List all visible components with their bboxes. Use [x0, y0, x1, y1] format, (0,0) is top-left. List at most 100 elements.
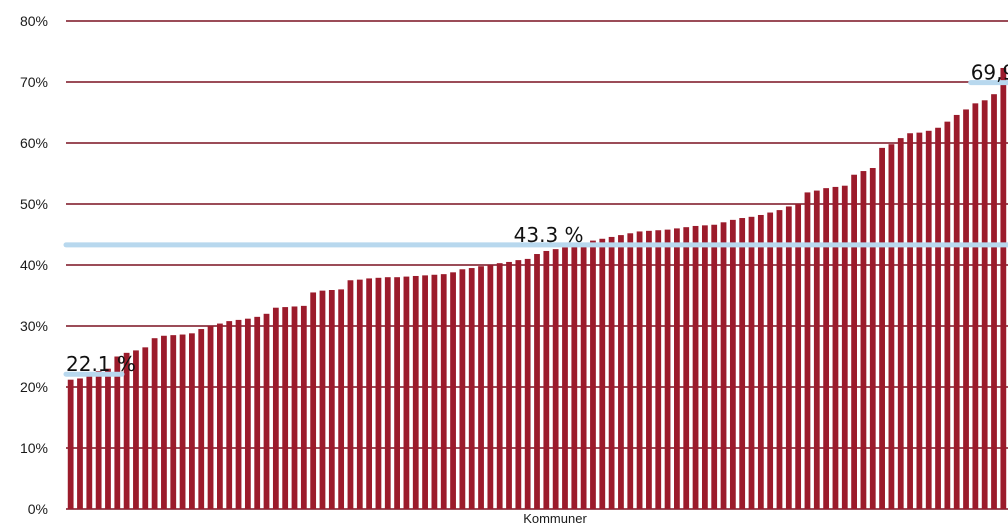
y-tick-label: 0%: [28, 501, 48, 517]
bar: [403, 276, 410, 509]
y-tick-label: 80%: [20, 13, 48, 29]
bar: [422, 275, 428, 509]
bar: [226, 321, 233, 509]
bar: [133, 350, 139, 509]
bar: [785, 206, 792, 509]
bar: [776, 210, 783, 509]
bar: [496, 263, 503, 509]
bar: [431, 274, 438, 509]
bar: [552, 249, 559, 509]
bar: [235, 319, 242, 509]
bar: [841, 185, 848, 509]
bar: [795, 204, 802, 509]
bar: [487, 265, 494, 509]
bar: [198, 329, 205, 509]
bar: [664, 229, 671, 509]
bar: [328, 290, 335, 509]
bar: [450, 272, 456, 509]
bar: [282, 307, 289, 509]
bars: [67, 67, 1007, 510]
bar: [524, 258, 531, 509]
bar: [189, 333, 195, 509]
bar: [804, 192, 811, 509]
bar: [319, 290, 326, 509]
bar: [86, 374, 93, 509]
bar: [562, 247, 568, 509]
bar: [739, 218, 746, 509]
bar: [375, 277, 382, 509]
bar: [618, 235, 624, 510]
bar: [767, 212, 774, 510]
bar: [571, 246, 578, 509]
y-tick-label: 60%: [20, 135, 48, 151]
y-tick-label: 50%: [20, 196, 48, 212]
bar: [580, 243, 587, 509]
bar: [720, 222, 727, 510]
bar: [888, 144, 895, 509]
bar: [515, 260, 522, 509]
bar: [907, 133, 913, 510]
bar: [114, 356, 121, 509]
bar: [412, 275, 419, 509]
bar: [636, 231, 643, 509]
bar: [347, 280, 354, 509]
bar: [916, 132, 923, 509]
y-tick-label: 20%: [20, 379, 48, 395]
bar: [692, 225, 699, 509]
bar: [991, 94, 997, 509]
bar: [142, 347, 149, 509]
bar: [729, 219, 736, 510]
bar: [823, 188, 830, 509]
bar: [683, 227, 690, 509]
reference-line-label: 43.3 %: [514, 223, 584, 247]
bar: [366, 278, 373, 509]
bar: [599, 238, 606, 509]
y-tick-label: 40%: [20, 257, 48, 273]
bar: [478, 266, 484, 509]
bar: [310, 292, 317, 509]
bar: [543, 250, 550, 509]
bar: [384, 277, 391, 509]
bar: [440, 274, 447, 509]
bar: [879, 147, 885, 509]
bar: [925, 130, 932, 510]
reference-line-label: 22.1 %: [66, 352, 136, 376]
bar: [655, 230, 662, 510]
reference-line-label: 69,9: [971, 61, 1008, 85]
bar: [869, 168, 876, 509]
bar: [608, 236, 615, 509]
bar: [851, 174, 857, 509]
bar: [701, 225, 708, 509]
bar: [832, 186, 839, 510]
bar: [748, 216, 755, 509]
bar: [338, 289, 345, 509]
x-axis-label: Kommuner: [523, 511, 587, 526]
bar: [646, 230, 652, 509]
bar: [67, 379, 74, 509]
bar: [813, 190, 820, 509]
bar: [711, 224, 718, 510]
bar: [953, 114, 960, 509]
bar: [161, 335, 167, 509]
bar: [860, 171, 867, 509]
y-axis-tick-labels: 0% 10% 20% 30% 40% 50% 60% 70% 80%: [20, 13, 48, 517]
bar: [217, 323, 223, 509]
bar: [77, 378, 83, 509]
bar: [897, 138, 904, 509]
bar: [935, 127, 941, 509]
bar: [105, 368, 111, 509]
bar: [534, 254, 540, 509]
bar: [356, 279, 363, 509]
bar: [590, 240, 596, 509]
bar: [263, 313, 270, 509]
y-tick-label: 30%: [20, 318, 48, 334]
bar: [963, 109, 969, 509]
bar: [459, 269, 466, 509]
bar: [151, 338, 158, 509]
bar: [300, 305, 307, 509]
bar: [272, 307, 279, 509]
bar: [170, 335, 177, 509]
bar: [254, 316, 261, 509]
bar: [179, 334, 186, 509]
